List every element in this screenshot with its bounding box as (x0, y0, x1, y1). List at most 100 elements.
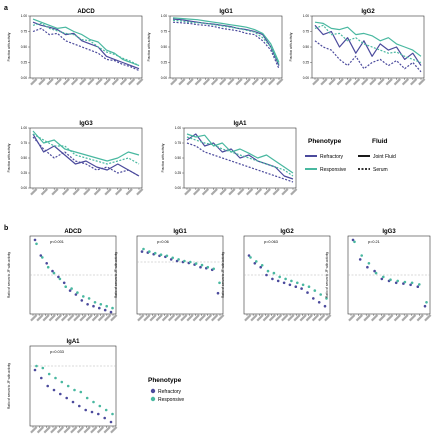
line-chart-1-igg1-series-responsive-serum (172, 19, 280, 65)
scatter-chart-2-igg2-point-refractory (253, 262, 257, 265)
scatter-chart-2-igg2-point-refractory (317, 301, 321, 304)
scatter-chart-3-igg3-xtick-label (370, 314, 379, 322)
scatter-chart-2-igg2-point-refractory (323, 304, 327, 308)
panel-label-b: b (4, 225, 8, 232)
line-chart-4-iga1-ytick-label: 0.00 (175, 186, 181, 190)
line-chart-2-igg2-ytick-label: 1.00 (303, 14, 309, 18)
line-chart-2-igg2-xtick-label (352, 78, 361, 86)
scatter-chart-2-igg2-pvalue: p=0.063 (264, 240, 278, 244)
line-chart-0-adcd-frame (29, 15, 143, 79)
scatter-chart-4-iga1-ylabel: Ratio of serum to JF with activity (7, 363, 11, 409)
scatter-chart-0-adcd-xtick-label (97, 314, 106, 322)
line-chart-1-igg1-ytick-label: 0.75 (161, 30, 167, 34)
scatter-chart-2-igg2-xtick-label (244, 314, 252, 322)
line-chart-0-adcd-series-responsive-serum (32, 22, 140, 67)
scatter-chart-0-adcd-pvalue: p<0.001 (50, 240, 64, 244)
line-chart-2-igg2-xtick-label (336, 78, 344, 86)
scatter-chart-0-adcd-point-refractory (92, 304, 95, 308)
legend-a-serum-label: Serum (373, 167, 388, 173)
scatter-chart-3-igg3-point-responsive (367, 262, 371, 265)
scatter-chart-0-adcd-point-responsive (41, 256, 44, 259)
scatter-chart-iga1: IgA1 Ratio of serum to JF with activity p=… (7, 339, 118, 434)
scatter-chart-2-igg2-point-refractory (265, 273, 268, 277)
scatter-chart-1-igg1-point-refractory (216, 291, 220, 295)
scatter-chart-igg2: IgG2 Ratio of serum to JF with activity p=… (221, 229, 332, 322)
line-chart-1-igg1-xtick-label (178, 78, 186, 86)
scatter-chart-3-igg3-point-refractory (373, 269, 376, 273)
scatter-chart-1-igg1-xtick-label (143, 314, 151, 322)
scatter-chart-0-adcd-point-refractory (33, 238, 37, 242)
line-chart-1-igg1-series-refractory-joint-fluid (172, 18, 280, 66)
scatter-chart-1-igg1-xtick-label (204, 314, 213, 322)
line-chart-2-igg2-xtick-label (410, 78, 418, 86)
scatter-chart-2-igg2-point-refractory (306, 291, 309, 294)
scatter-chart-1-igg1-xtick-label (186, 314, 194, 322)
scatter-chart-0-adcd-point-responsive (105, 304, 108, 308)
line-chart-3-igg3-ylabel: Fraction with activity (7, 143, 11, 172)
scatter-chart-1-igg1-point-refractory (140, 250, 144, 253)
scatter-chart-1-igg1-xtick-label (167, 314, 176, 322)
scatter-chart-3-igg3-point-refractory (380, 277, 384, 281)
line-chart-2-igg2-xtick-label (418, 78, 426, 86)
scatter-chart-4-iga1-xtick-label (110, 426, 118, 434)
scatter-chart-3-igg3-xtick-label (363, 314, 371, 322)
scatter-chart-4-iga1-point-refractory (46, 384, 49, 388)
scatter-chart-1-igg1-xtick-label (161, 314, 169, 322)
line-chart-2-igg2-ytick-label: 0.25 (303, 61, 309, 65)
scatter-chart-2-igg2-point-refractory (276, 279, 280, 283)
scatter-chart-3-igg3-point-refractory (366, 265, 369, 269)
scatter-chart-3-igg3-point-responsive (374, 271, 378, 275)
scatter-chart-0-adcd-xtick-label (110, 314, 118, 322)
scatter-chart-0-adcd-xtick-label (36, 314, 44, 322)
scatter-chart-2-igg2-point-refractory (312, 297, 315, 300)
scatter-chart-1-igg1-point-responsive (194, 262, 198, 265)
line-chart-2-igg2-xtick-label (393, 78, 401, 86)
line-chart-2-igg2-ytick-label: 0.50 (303, 45, 309, 49)
scatter-chart-2-igg2-point-responsive (278, 275, 282, 279)
scatter-chart-4-iga1-xtick-label (76, 426, 85, 434)
legend-b-refractory-label: Refractory (158, 389, 182, 395)
scatter-chart-0-adcd-point-refractory (62, 281, 66, 285)
scatter-chart-3-igg3-xtick-label (416, 314, 424, 322)
line-chart-4-iga1-series-responsive-joint-fluid (186, 133, 294, 174)
line-chart-3-igg3-ytick-label: 0.25 (21, 171, 27, 175)
scatter-chart-1-igg1-pvalue: p=0.06 (157, 240, 169, 244)
scatter-chart-4-iga1-point-refractory (109, 420, 113, 424)
scatter-chart-4-iga1-xtick-label (63, 426, 71, 434)
line-chart-1-igg1-ytick-label: 0.50 (161, 45, 167, 49)
line-chart-3-igg3-xtick-label (93, 188, 101, 196)
scatter-chart-4-iga1-xtick-label (70, 426, 78, 434)
line-chart-2-igg2-xtick-label (369, 78, 377, 86)
scatter-chart-1-igg1-xtick-label (180, 314, 188, 322)
scatter-chart-0-adcd-point-refractory (68, 289, 72, 292)
line-chart-2-igg2-series-responsive-serum (314, 24, 422, 64)
scatter-chart-4-iga1-point-responsive (92, 400, 95, 404)
scatter-chart-0-adcd-xtick-label (30, 314, 38, 322)
scatter-chart-2-igg2-xtick-label (324, 314, 332, 322)
scatter-chart-3-igg3-point-responsive (389, 278, 392, 282)
scatter-chart-3-igg3-point-responsive (396, 279, 400, 283)
scatter-chart-0-adcd-point-responsive (46, 265, 50, 269)
scatter-chart-3-igg3-point-responsive (418, 283, 421, 286)
scatter-chart-2-igg2-point-responsive (254, 260, 258, 263)
line-chart-4-iga1-xtick-label (210, 188, 218, 196)
scatter-chart-0-adcd-point-refractory (98, 306, 101, 310)
scatter-chart-4-iga1-point-refractory (90, 410, 94, 414)
scatter-chart-4-iga1-point-refractory (78, 404, 81, 408)
line-chart-1-igg1-series-responsive-joint-fluid (172, 17, 280, 63)
scatter-chart-0-adcd-point-responsive (99, 303, 103, 306)
scatter-chart-4-iga1-pvalue: p=0.033 (50, 350, 64, 354)
line-chart-1-igg1-xtick-label (276, 78, 284, 86)
scatter-chart-1-igg1-point-responsive (171, 256, 174, 260)
line-chart-0-adcd-ylabel: Fraction with activity (7, 32, 11, 61)
scatter-chart-2-igg2-xtick-label (262, 314, 270, 322)
scatter-chart-3-igg3-xtick-label (378, 314, 386, 322)
scatter-chart-4-iga1-point-refractory (52, 388, 56, 392)
scatter-chart-2-igg2-point-responsive (319, 293, 323, 296)
legend-a-jointfluid-label: Joint Fluid (373, 154, 396, 160)
scatter-chart-4-iga1-frame (29, 345, 117, 427)
line-chart-3-igg3-series-refractory-serum (32, 136, 140, 177)
line-chart-2-igg2-title: IgG2 (361, 9, 375, 15)
scatter-chart-2-igg2-xtick-label (268, 314, 276, 322)
